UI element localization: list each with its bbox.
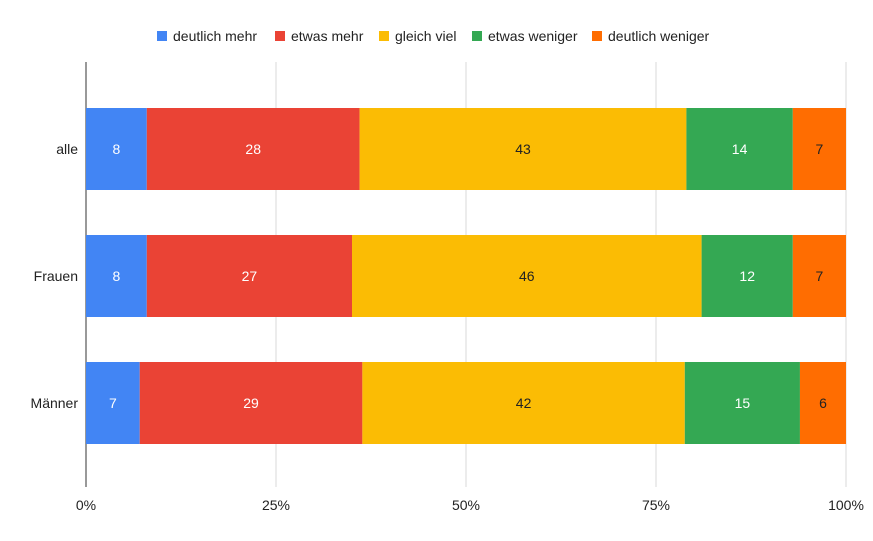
bar-segment-deutlich-mehr-alle [86,108,147,190]
bar-segment-gleich-viel-alle [359,108,687,190]
legend-swatch-etwas-weniger [472,31,482,41]
legend-label-etwas-weniger: etwas weniger [488,28,578,44]
data-label: 7 [816,141,824,157]
legend-item-gleich-viel: gleich viel [379,26,456,46]
x-tick-label: 100% [828,497,864,513]
bar-segment-etwas-weniger-maenner [684,362,800,444]
data-label: 43 [515,141,531,157]
x-tick-label: 0% [76,497,96,513]
legend-item-deutlich-weniger: deutlich weniger [592,26,709,46]
legend-item-etwas-weniger: etwas weniger [472,26,578,46]
data-label: 27 [242,268,258,284]
data-label: 42 [516,395,532,411]
data-label: 29 [243,395,259,411]
bar-segment-deutlich-mehr-frauen [86,235,147,317]
bar-segment-gleich-viel-maenner [362,362,685,444]
legend-label-etwas-mehr: etwas mehr [291,28,364,44]
legend: deutlich mehr etwas mehr gleich viel etw… [0,26,873,46]
legend-item-deutlich-mehr: deutlich mehr [157,26,257,46]
bar-segment-etwas-mehr-alle [146,108,360,190]
legend-swatch-deutlich-weniger [592,31,602,41]
bar-segment-etwas-weniger-frauen [701,235,793,317]
bar-segment-deutlich-weniger-frauen [792,235,846,317]
data-label: 8 [113,268,121,284]
data-label: 28 [245,141,261,157]
x-tick-label: 50% [452,497,480,513]
bar-segment-gleich-viel-frauen [352,235,702,317]
data-label: 46 [519,268,535,284]
data-label: 8 [113,141,121,157]
data-label: 12 [739,268,755,284]
y-category-label: alle [56,141,78,157]
data-label: 7 [109,395,117,411]
legend-label-deutlich-weniger: deutlich weniger [608,28,710,44]
legend-swatch-deutlich-mehr [157,31,167,41]
x-tick-label: 25% [262,497,290,513]
bar-segment-deutlich-weniger-alle [792,108,846,190]
bar-segment-etwas-weniger-alle [686,108,793,190]
data-label: 15 [735,395,751,411]
y-category-label: Männer [31,395,79,411]
legend-item-etwas-mehr: etwas mehr [275,26,363,46]
data-label: 7 [816,268,824,284]
legend-swatch-gleich-viel [379,31,389,41]
legend-swatch-etwas-mehr [275,31,285,41]
data-label: 14 [732,141,748,157]
x-tick-label: 75% [642,497,670,513]
data-label: 6 [819,395,827,411]
legend-label-gleich-viel: gleich viel [395,28,457,44]
legend-label-deutlich-mehr: deutlich mehr [173,28,258,44]
y-category-label: Frauen [34,268,78,284]
bar-segment-etwas-mehr-maenner [139,362,363,444]
bar-segment-deutlich-weniger-maenner [799,362,846,444]
bar-segment-deutlich-mehr-maenner [86,362,140,444]
bar-segment-etwas-mehr-frauen [146,235,352,317]
